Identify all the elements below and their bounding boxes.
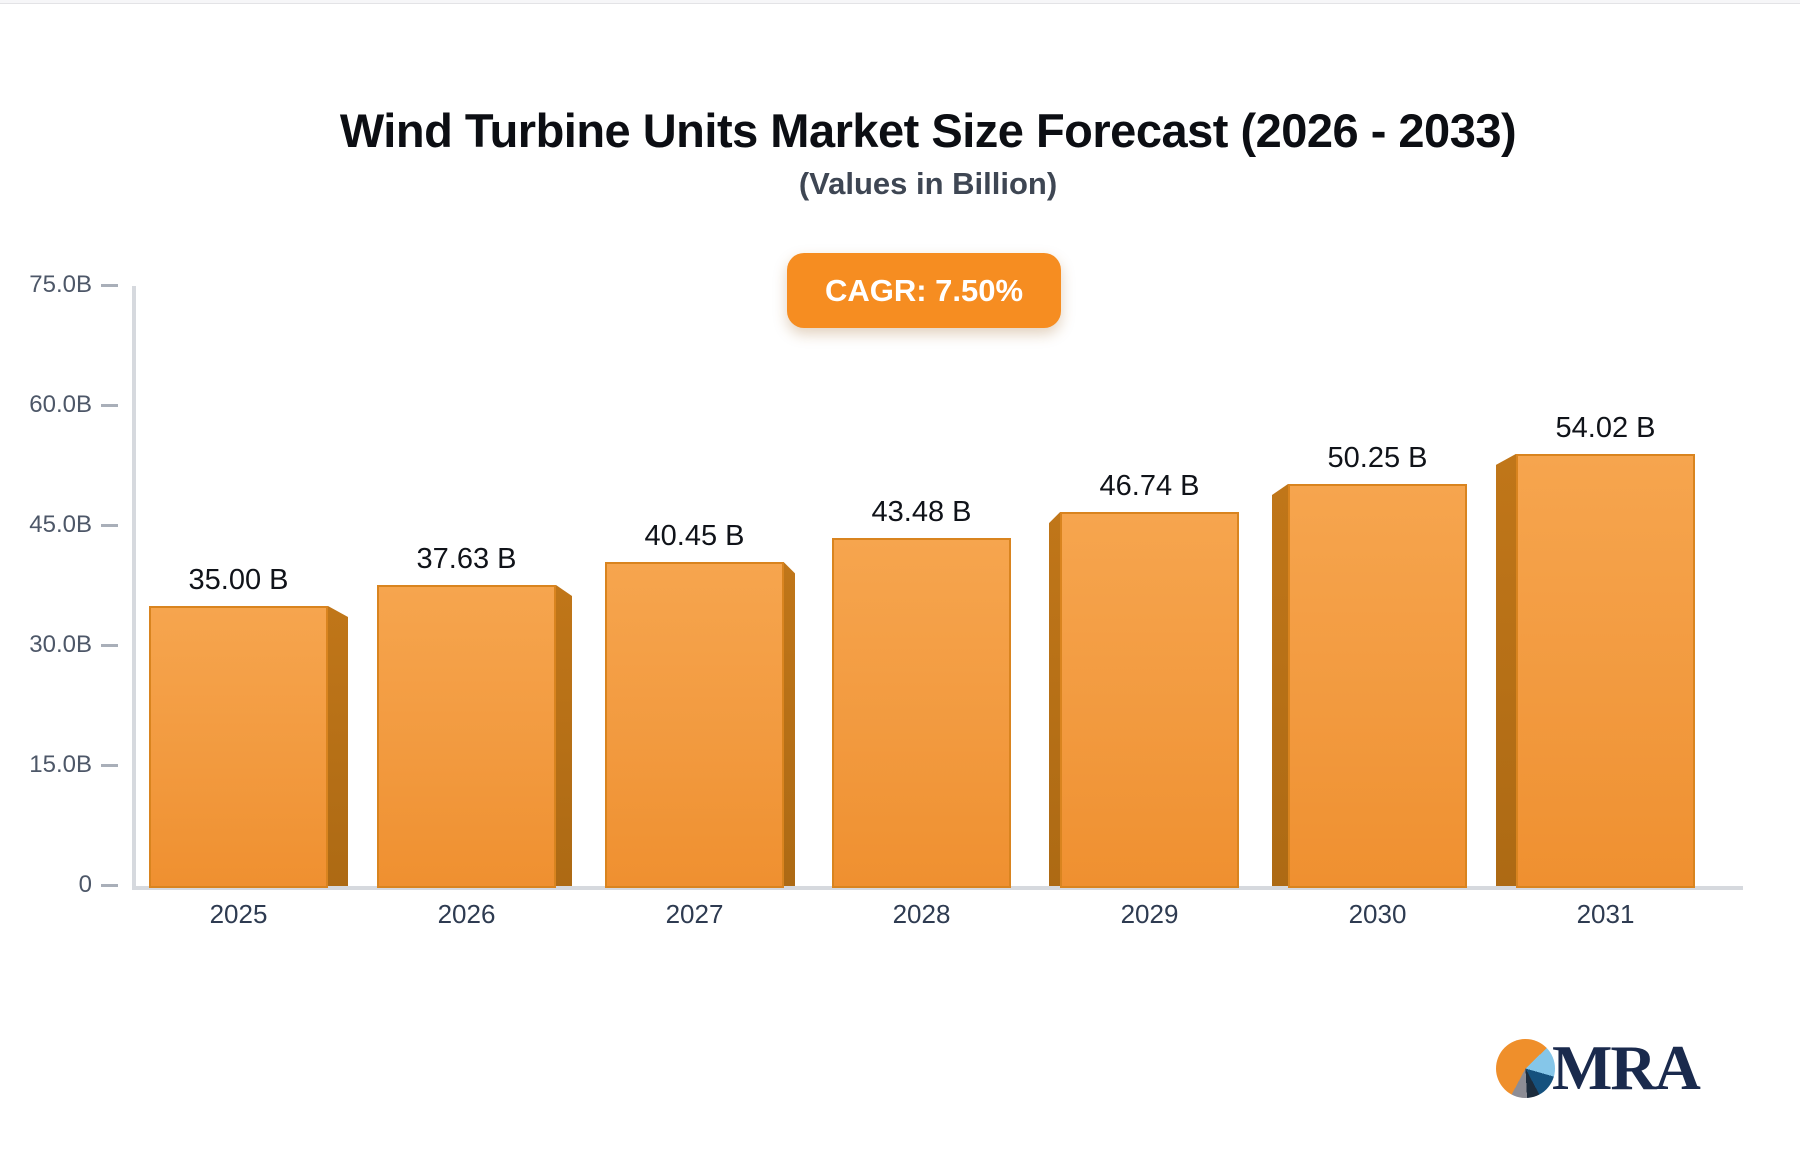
y-tick-label: 45.0B (29, 511, 92, 538)
x-axis-label: 2026 (437, 899, 496, 929)
bar-2030 (1288, 484, 1467, 888)
bar-2029 (1060, 512, 1239, 888)
chart-title: Wind Turbine Units Market Size Forecast … (339, 104, 1517, 157)
bar-side-face (1049, 512, 1060, 886)
x-axis-label: 2029 (1120, 899, 1179, 929)
y-tick-label: 30.0B (29, 631, 92, 658)
y-tick-dash (101, 404, 118, 407)
y-tick-dash (101, 284, 118, 287)
bar-side-face (556, 584, 572, 886)
bar-value-label: 50.25 B (1327, 442, 1428, 474)
x-axis-label: 2030 (1348, 899, 1407, 929)
x-axis-label: 2027 (665, 899, 724, 929)
x-axis-label: 2031 (1576, 899, 1635, 929)
bar-side-face (784, 562, 795, 886)
top-border-strip (0, 0, 1800, 4)
cagr-badge: CAGR: 7.50% (787, 253, 1061, 328)
bar-2026 (377, 584, 556, 888)
bar-value-label: 54.02 B (1555, 411, 1656, 444)
bar-value-label: 43.48 B (871, 496, 972, 529)
bar-side-face (328, 606, 348, 886)
bar-value-label: 35.00 B (188, 564, 289, 596)
y-tick-dash (101, 884, 118, 887)
y-tick-label: 15.0B (29, 751, 92, 778)
pie-chart-logo-icon (1496, 1038, 1555, 1098)
y-tick-label: 75.0B (29, 271, 92, 298)
bar-2027 (605, 562, 784, 888)
bar-2031 (1516, 453, 1695, 888)
bar-side-face (1272, 484, 1288, 886)
logo-text: MRA (1552, 1032, 1701, 1103)
y-tick-label: 0 (78, 871, 92, 898)
bar-side-face (1496, 453, 1516, 886)
y-tick-dash (101, 764, 118, 767)
bar-value-label: 37.63 B (416, 542, 517, 575)
y-tick-label: 60.0B (29, 391, 92, 418)
y-tick-dash (101, 644, 118, 647)
bar-value-label: 40.45 B (644, 520, 745, 553)
x-axis-line (132, 886, 1743, 890)
chart-subtitle: (Values in Billion) (798, 166, 1058, 201)
y-axis-line (132, 286, 136, 890)
bar-value-label: 46.74 B (1099, 470, 1200, 503)
bar-2028 (832, 538, 1011, 888)
bar-2025 (149, 606, 328, 888)
mra-logo: MRA (1496, 1030, 1701, 1106)
x-axis-label: 2025 (209, 899, 268, 929)
y-tick-dash (101, 524, 118, 527)
x-axis-label: 2028 (892, 899, 951, 929)
